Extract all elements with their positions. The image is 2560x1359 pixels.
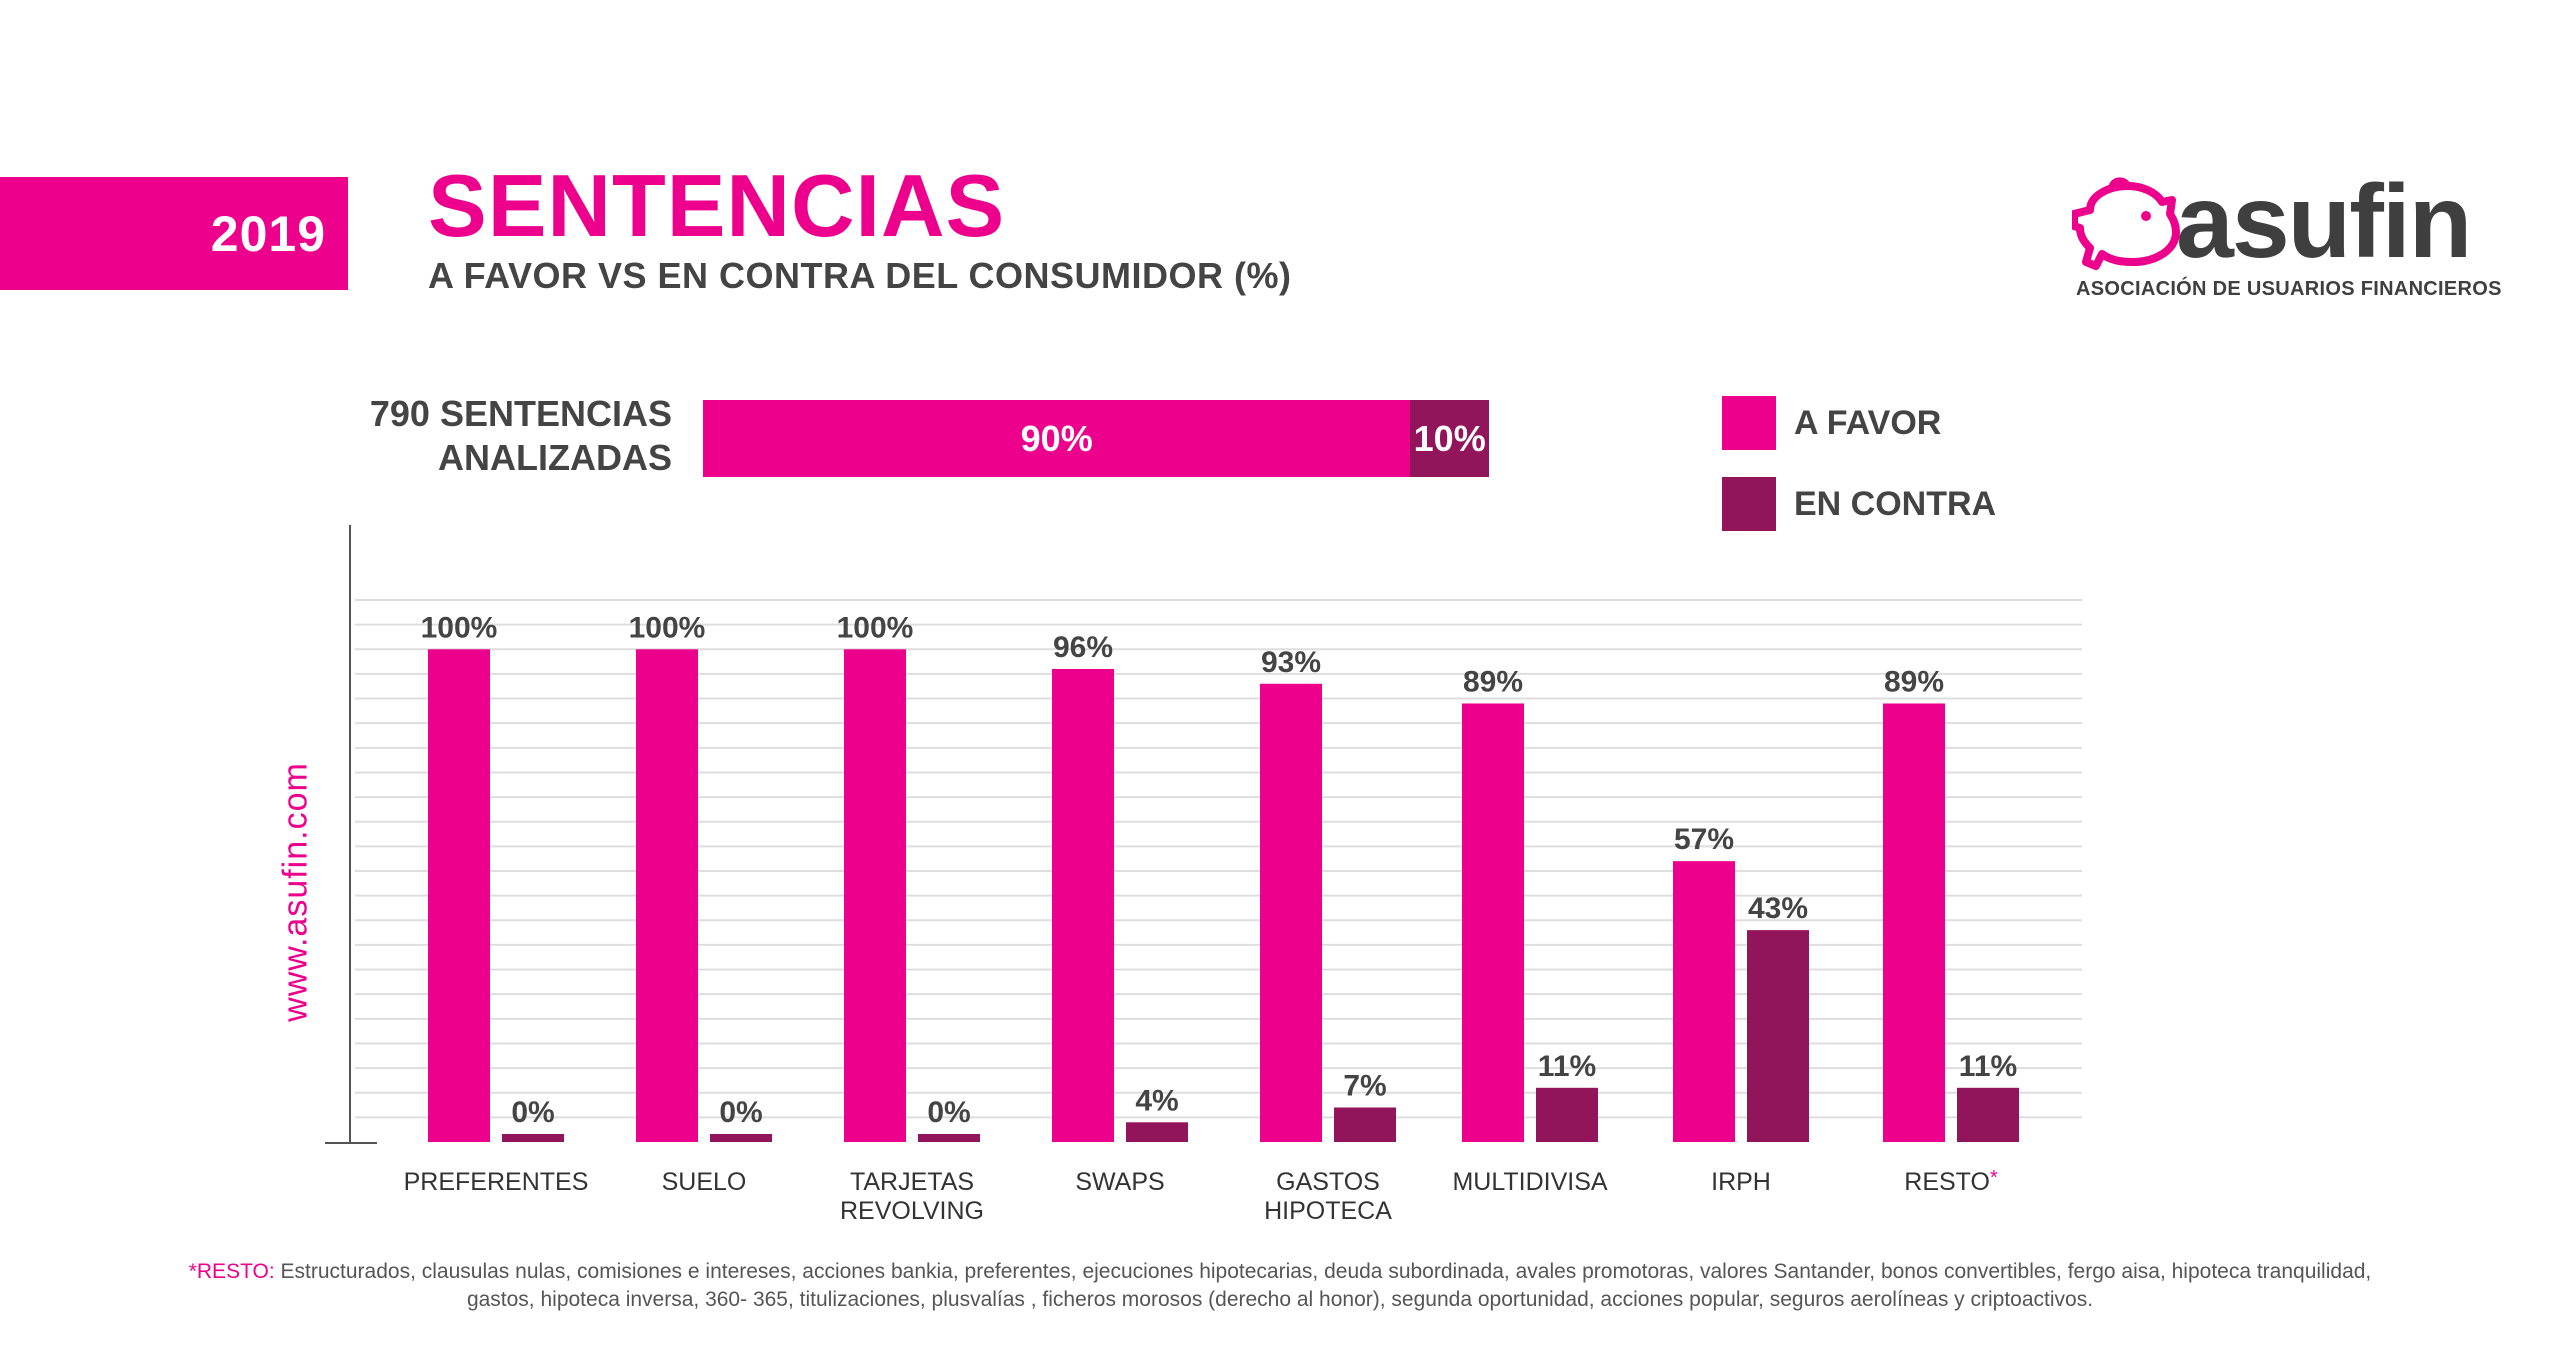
- value-label-favor-5: 89%: [1463, 665, 1523, 698]
- value-label-contra-3: 4%: [1135, 1084, 1178, 1117]
- value-label-favor-7: 89%: [1884, 665, 1944, 698]
- footnote-mark: *RESTO:: [188, 1260, 275, 1283]
- category-label-1: SUELO: [662, 1168, 747, 1196]
- footnote-text-2: gastos, hipoteca inversa, 360- 365, titu…: [466, 1288, 2094, 1311]
- footnote: *RESTO: Estructurados, clausulas nulas, …: [0, 1258, 2560, 1314]
- value-label-favor-3: 96%: [1053, 631, 1113, 664]
- legend-label-favor: A FAVOR: [1794, 404, 1942, 442]
- total-sentences-label: 790 SENTENCIAS ANALIZADAS: [370, 392, 672, 480]
- category-label-2: TARJETAS REVOLVING: [840, 1168, 984, 1225]
- total-bar-contra: 10%: [1410, 400, 1489, 477]
- value-label-favor-1: 100%: [629, 611, 706, 644]
- value-label-contra-2: 0%: [927, 1096, 970, 1129]
- piggy-bank-icon: [2072, 177, 2180, 270]
- total-stacked-bar: 90% 10%: [703, 400, 1489, 477]
- category-footnote-mark: *: [1990, 1167, 1998, 1189]
- bar-favor-3: [1052, 668, 1114, 1142]
- year-label: 2019: [210, 206, 326, 262]
- bar-contra-4: [1334, 1107, 1396, 1142]
- value-label-favor-0: 100%: [421, 611, 498, 644]
- category-label-0: PREFERENTES: [404, 1168, 589, 1196]
- category-label-3: SWAPS: [1075, 1168, 1164, 1196]
- legend-label-contra: EN CONTRA: [1794, 485, 1997, 523]
- category-label-line: TARJETAS: [850, 1168, 974, 1196]
- value-label-contra-7: 11%: [1959, 1050, 2017, 1083]
- asufin-logo: asufin ASOCIACIÓN DE USUARIOS FINANCIERO…: [2068, 164, 2501, 310]
- category-label-line: PREFERENTES: [404, 1168, 589, 1196]
- bar-contra-6: [1747, 930, 1809, 1142]
- category-label-5: MULTIDIVISA: [1452, 1168, 1607, 1196]
- category-label-line: SWAPS: [1075, 1168, 1164, 1196]
- total-label-line2: ANALIZADAS: [438, 437, 672, 478]
- footnote-text-1: Estructurados, clausulas nulas, comision…: [280, 1260, 2372, 1283]
- legend-swatch-favor: [1722, 396, 1776, 450]
- value-label-favor-6: 57%: [1674, 823, 1734, 856]
- bar-favor-2: [844, 649, 906, 1142]
- legend-swatch-contra: [1722, 477, 1776, 531]
- value-label-contra-6: 43%: [1748, 892, 1808, 925]
- bar-favor-0: [428, 649, 490, 1142]
- value-label-favor-2: 100%: [837, 611, 914, 644]
- bar-favor-7: [1883, 703, 1945, 1142]
- logo-tagline: ASOCIACIÓN DE USUARIOS FINANCIEROS: [2076, 278, 2502, 300]
- value-label-contra-1: 0%: [719, 1096, 762, 1129]
- value-label-contra-4: 7%: [1343, 1070, 1386, 1103]
- category-label-4: GASTOS HIPOTECA: [1264, 1168, 1392, 1225]
- category-label-line: IRPH: [1711, 1168, 1771, 1196]
- category-label-6: IRPH: [1711, 1168, 1771, 1196]
- bar-favor-1: [636, 649, 698, 1142]
- category-label-line: MULTIDIVISA: [1452, 1168, 1607, 1196]
- category-label-7: RESTO*: [1904, 1167, 1998, 1196]
- bar-contra-2: [918, 1134, 980, 1142]
- value-label-favor-4: 93%: [1261, 646, 1321, 679]
- category-label-line: HIPOTECA: [1264, 1197, 1392, 1225]
- page-title: SENTENCIAS: [428, 156, 1006, 255]
- page-subtitle: A FAVOR VS EN CONTRA DEL CONSUMIDOR (%): [428, 255, 1292, 296]
- bar-favor-5: [1462, 703, 1524, 1142]
- logo-wordmark: asufin: [2176, 164, 2472, 280]
- category-label-line: REVOLVING: [840, 1197, 984, 1225]
- bar-contra-0: [502, 1134, 564, 1142]
- category-label-line: RESTO: [1904, 1168, 1990, 1196]
- total-label-line1: 790 SENTENCIAS: [369, 393, 672, 434]
- total-bar-favor: 90%: [703, 400, 1411, 477]
- value-label-contra-0: 0%: [511, 1096, 554, 1129]
- value-label-contra-5: 11%: [1538, 1050, 1596, 1083]
- category-label-line: SUELO: [662, 1168, 747, 1196]
- bar-favor-4: [1260, 683, 1322, 1142]
- footnote-line1: *RESTO: Estructurados, clausulas nulas, …: [0, 1258, 2560, 1286]
- year-band: 2019: [0, 177, 348, 290]
- bar-contra-3: [1126, 1122, 1188, 1142]
- bar-contra-7: [1957, 1087, 2019, 1142]
- category-label-line: GASTOS: [1276, 1168, 1380, 1196]
- bar-contra-5: [1536, 1087, 1598, 1142]
- bar-contra-1: [710, 1134, 772, 1142]
- bar-favor-6: [1673, 861, 1735, 1142]
